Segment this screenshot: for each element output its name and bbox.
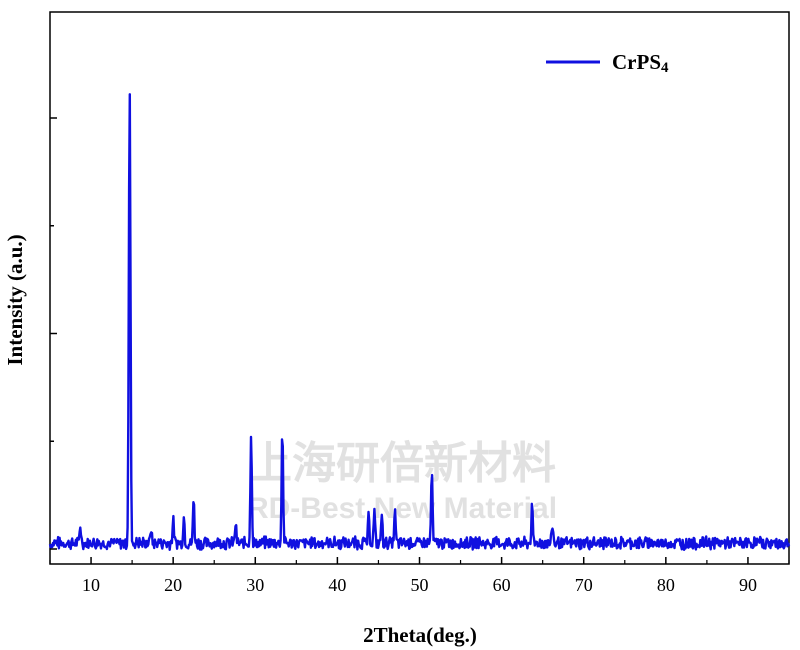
x-tick-label-80: 80: [657, 575, 675, 595]
series-layer: [48, 93, 791, 551]
x-tick-label-60: 60: [493, 575, 511, 595]
legend: CrPS4: [546, 50, 669, 76]
x-axis-ticks: 10 20 30 40 50 60 70 80 90: [49, 557, 790, 595]
legend-label-crps4: CrPS4: [612, 50, 669, 76]
x-axis-label: 2Theta(deg.): [363, 623, 477, 647]
y-axis-ticks: [50, 117, 57, 550]
x-tick-label-20: 20: [164, 575, 182, 595]
watermark: 上海研倍新材料 RD-Best New Material: [247, 439, 557, 525]
series-line-crps4: [48, 93, 791, 551]
x-tick-label-50: 50: [411, 575, 429, 595]
y-axis-label: Intensity (a.u.): [3, 234, 27, 365]
x-tick-label-10: 10: [82, 575, 100, 595]
x-tick-label-40: 40: [328, 575, 346, 595]
legend-subscript: 4: [661, 60, 669, 76]
x-tick-label-30: 30: [246, 575, 264, 595]
x-tick-label-90: 90: [739, 575, 757, 595]
watermark-en: RD-Best New Material: [247, 492, 557, 525]
watermark-cn: 上海研倍新材料: [248, 439, 556, 488]
x-tick-label-70: 70: [575, 575, 593, 595]
